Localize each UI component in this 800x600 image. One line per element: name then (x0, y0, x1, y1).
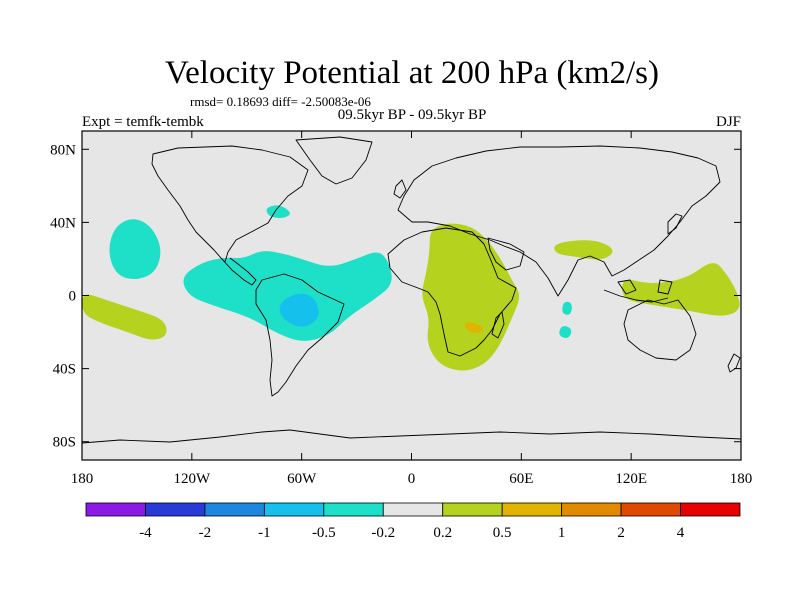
coastline-greenland (295, 136, 373, 185)
colorbar-swatch (620, 502, 681, 517)
colorbar-label: -1 (258, 525, 271, 541)
colorbar-label: 0.5 (493, 525, 512, 541)
colorbar: -4 -2 -1 -0.5 -0.2 0.2 0.5 1 2 4 (85, 502, 741, 541)
region-north-america-negative (266, 205, 290, 219)
coastline-japan (667, 213, 683, 235)
colorbar-label: -0.5 (312, 525, 336, 541)
colorbar-swatch (85, 502, 146, 517)
region-indian-ocean-negative-2 (559, 326, 572, 338)
colorbar-label: 2 (617, 525, 625, 541)
x-tick-label: 120W (173, 471, 211, 487)
x-axis-ticks: 180 120W 60W 0 60E 120E 180 (71, 131, 753, 487)
colorbar-swatch (323, 502, 384, 517)
coastline-south-america (255, 273, 345, 397)
x-tick-label: 180 (71, 471, 94, 487)
colorbar-swatch (145, 502, 206, 517)
x-tick-label: 60E (509, 471, 533, 487)
region-africa-core-positive (465, 322, 483, 333)
x-tick-label: 180 (730, 471, 753, 487)
map-plot-area: 180 120W 60W 0 60E 120E 180 80N 40N 0 40S 80S (50, 130, 753, 487)
colorbar-label: 0.2 (433, 525, 452, 541)
colorbar-label: -4 (139, 525, 152, 541)
coastline-australia (623, 299, 697, 361)
colorbar-swatch (382, 502, 444, 517)
colorbar-swatch (501, 502, 563, 517)
region-north-pacific-negative (109, 219, 161, 280)
coastline-eurasia (397, 145, 721, 297)
y-tick-label: 80N (50, 142, 76, 158)
coastline-british-isles (393, 179, 407, 199)
region-south-asia-positive (554, 240, 613, 260)
coastline-africa (387, 227, 517, 357)
y-tick-label: 80S (53, 435, 76, 451)
coastlines (82, 136, 741, 444)
coastline-antarctica (82, 429, 741, 444)
colorbar-swatch (204, 502, 265, 517)
colorbar-label: -2 (199, 525, 212, 541)
y-tick-label: 40S (53, 362, 76, 378)
x-tick-label: 60W (287, 471, 317, 487)
x-tick-label: 0 (408, 471, 416, 487)
y-axis-ticks: 80N 40N 0 40S 80S (50, 142, 741, 451)
coastline-new-zealand (727, 353, 741, 373)
coastline-arabia (487, 237, 525, 271)
region-east-pacific-positive (82, 294, 167, 340)
y-tick-label: 40N (50, 215, 76, 231)
coastline-north-america (151, 145, 309, 263)
chart-subtitle: 09.5kyr BP - 09.5kyr BP (338, 107, 487, 123)
colorbar-swatch (442, 502, 503, 517)
colorbar-swatch (561, 502, 622, 517)
stats-text: rmsd= 0.18693 diff= -2.50083e-06 (190, 94, 371, 109)
colorbar-swatch (680, 502, 741, 517)
coastline-madagascar (491, 311, 505, 339)
season-label: DJF (716, 114, 741, 130)
region-south-america-core-negative (279, 293, 319, 327)
experiment-label: Expt = temfk-tembk (82, 114, 204, 130)
coastline-indonesia (603, 279, 673, 303)
anomaly-regions (82, 205, 740, 371)
chart-title: Velocity Potential at 200 hPa (km2/s) (165, 55, 659, 91)
x-tick-label: 120E (615, 471, 647, 487)
colorbar-label: 4 (677, 525, 685, 541)
coastline-central-america (220, 257, 257, 286)
y-tick-label: 0 (69, 289, 77, 305)
region-maritime-continent-positive (622, 263, 740, 316)
colorbar-label: 1 (558, 525, 566, 541)
colorbar-swatch (263, 502, 325, 517)
region-indian-ocean-negative-1 (562, 301, 572, 315)
colorbar-label: -0.2 (371, 525, 395, 541)
